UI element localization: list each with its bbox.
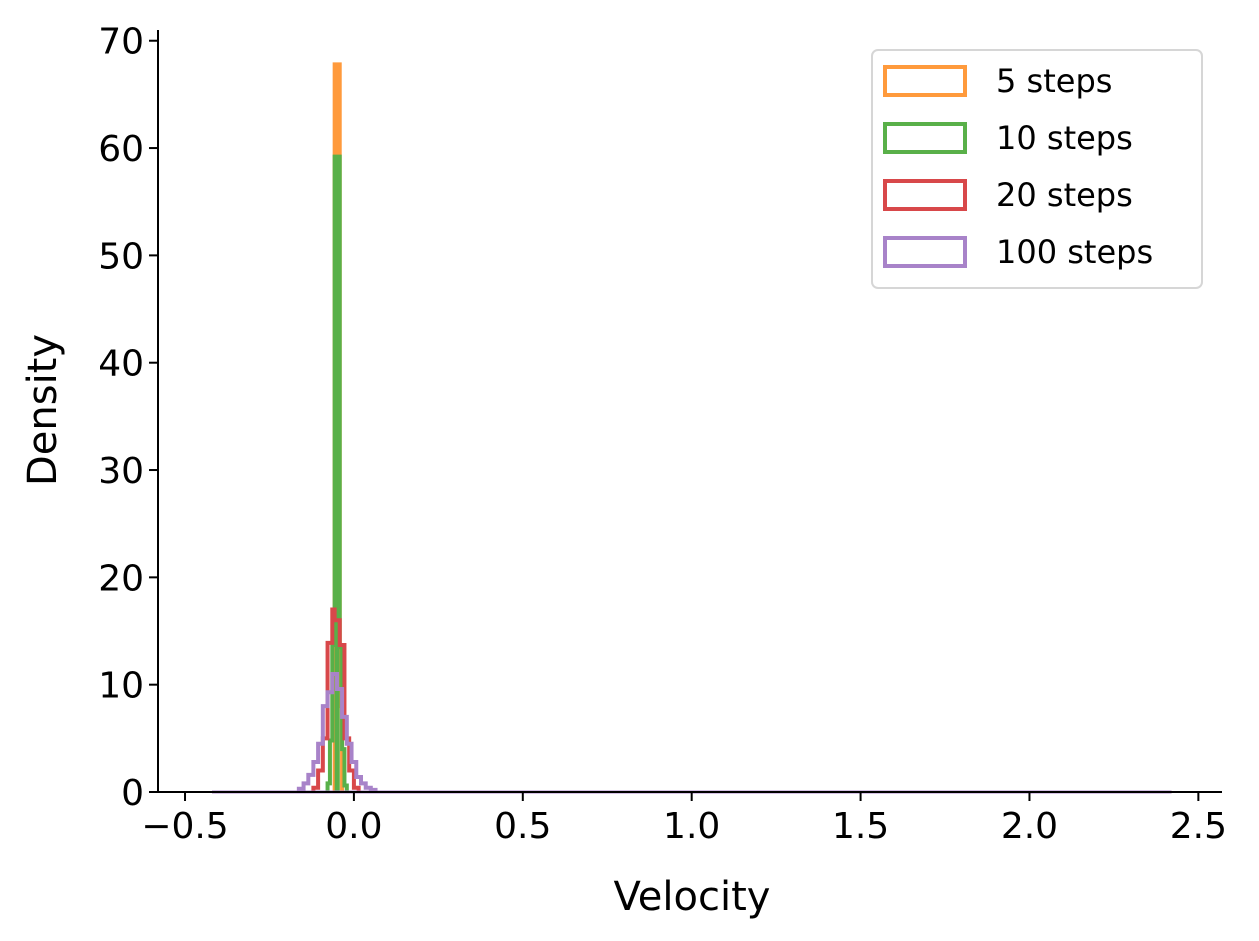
legend: 5 steps 10 steps 20 steps 100 steps [871, 49, 1203, 289]
series-100-steps [212, 671, 1172, 794]
y-tick-label: 60 [98, 129, 144, 170]
y-axis-ticks: 0 10 20 30 40 50 60 70 [98, 22, 158, 814]
legend-label: 5 steps [996, 62, 1112, 100]
x-tick-label: −0.5 [141, 806, 228, 847]
legend-swatch [883, 122, 967, 154]
y-axis-label: Density [20, 334, 66, 486]
y-tick-label: 30 [98, 451, 144, 492]
legend-label: 10 steps [996, 119, 1133, 157]
y-tick-label: 20 [98, 558, 144, 599]
y-tick-label: 70 [98, 22, 144, 63]
x-axis-label: Velocity [614, 874, 771, 920]
legend-swatch [883, 236, 967, 268]
legend-frame [871, 49, 1203, 289]
legend-swatch [883, 179, 967, 211]
legend-swatch [883, 65, 967, 97]
x-tick-label: 0.5 [494, 806, 551, 847]
x-tick-label: 2.0 [1001, 806, 1058, 847]
x-tick-label: 2.5 [1170, 806, 1227, 847]
legend-label: 100 steps [996, 233, 1153, 271]
axes [157, 30, 1222, 793]
histogram-step-outline [296, 671, 378, 792]
x-tick-label: 1.5 [832, 806, 889, 847]
x-tick-label: 0.0 [325, 806, 382, 847]
y-tick-label: 0 [121, 773, 144, 814]
legend-label: 20 steps [996, 176, 1133, 214]
histogram-step-outline [311, 607, 361, 792]
histogram-step-outline [325, 154, 349, 792]
histogram-bar [334, 156, 340, 792]
x-tick-label: 1.0 [663, 806, 720, 847]
x-axis-ticks: −0.5 0.0 0.5 1.0 1.5 2.0 2.5 [141, 792, 1227, 847]
y-tick-label: 50 [98, 236, 144, 277]
y-tick-label: 10 [98, 666, 144, 707]
y-tick-label: 40 [98, 344, 144, 385]
